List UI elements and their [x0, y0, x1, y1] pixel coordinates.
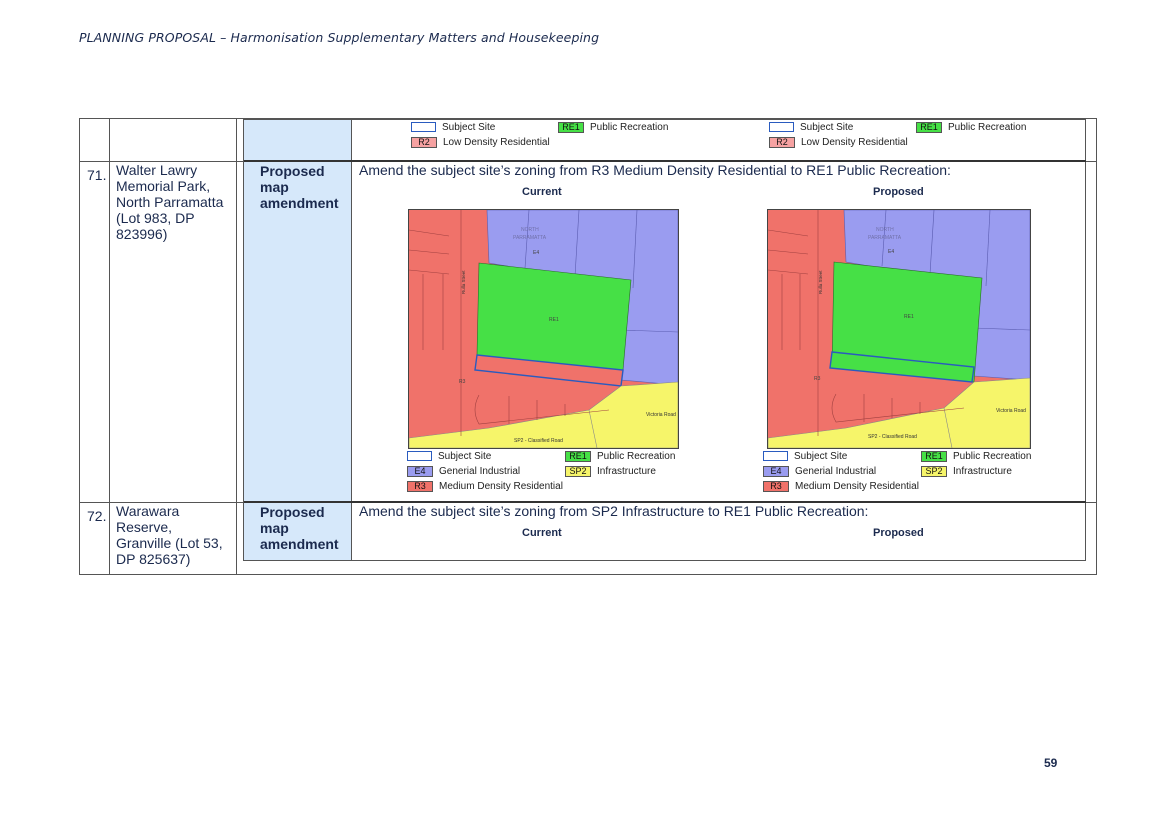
legend-text: Generial Industrial — [439, 466, 521, 478]
re1-swatch: RE1 — [558, 122, 584, 133]
proposed-map-title: Proposed — [873, 186, 924, 198]
sp2-swatch: SP2 — [565, 466, 591, 477]
amendments-table: Subject Site RE1 Public Recreation R2 Low … — [79, 118, 1097, 575]
proposed-zoning-map: NORTH PARRAMATTA E4 RE1 R3 Rulla Street … — [767, 209, 1031, 449]
legend-text: Low Density Residential — [801, 137, 908, 149]
label-line: amendment — [260, 195, 339, 211]
map-label-parramatta: PARRAMATTA — [868, 235, 902, 241]
legend-text: Medium Density Residential — [439, 481, 563, 493]
legend-text: Generial Industrial — [795, 466, 877, 478]
sp2-swatch: SP2 — [921, 466, 947, 477]
re1-swatch: RE1 — [916, 122, 942, 133]
legend-text: Medium Density Residential — [795, 481, 919, 493]
e4-swatch: E4 — [407, 466, 433, 477]
site-description: Walter Lawry Memorial Park, North Parram… — [116, 162, 231, 242]
subject-site-swatch — [769, 122, 794, 133]
map-label-victoria-road: Victoria Road — [996, 408, 1026, 414]
label-column-bg — [244, 119, 352, 560]
label-line: map — [260, 179, 289, 195]
legend-text: Public Recreation — [953, 451, 1032, 463]
legend-text: Infrastructure — [597, 466, 656, 478]
map-label-e4: E4 — [533, 250, 539, 256]
label-line: map — [260, 520, 289, 536]
map-label-north: NORTH — [876, 227, 894, 233]
site-line: DP 825637) — [116, 551, 191, 567]
map-label-r3: R3 — [814, 376, 821, 382]
re1-swatch: RE1 — [921, 451, 947, 462]
row-number: 71. — [87, 167, 107, 183]
subject-site-swatch — [411, 122, 436, 133]
site-line: Walter Lawry — [116, 162, 198, 178]
site-line: (Lot 983, DP — [116, 210, 195, 226]
current-zoning-map: NORTH PARRAMATTA E4 RE1 R3 Rulla Street … — [408, 209, 679, 449]
label-line: Proposed — [260, 504, 325, 520]
legend-text: Public Recreation — [590, 122, 669, 134]
site-line: Warawara — [116, 503, 180, 519]
inner-row-divider — [244, 160, 1086, 162]
r2-swatch: R2 — [769, 137, 795, 148]
top-legend-current: Subject Site RE1 Public Recreation R2 Low … — [411, 122, 711, 156]
label-line: amendment — [260, 536, 339, 552]
subject-site-swatch — [763, 451, 788, 462]
map-label-north: NORTH — [521, 227, 539, 233]
legend-text: Public Recreation — [597, 451, 676, 463]
re1-swatch: RE1 — [565, 451, 591, 462]
legend-text: Subject Site — [438, 451, 492, 462]
amendment-label: Proposed map amendment — [260, 504, 350, 552]
site-line: North Parramatta — [116, 194, 224, 210]
current-map-legend: Subject Site RE1 Public Recreation E4 Gene… — [407, 451, 697, 495]
legend-text: Infrastructure — [953, 466, 1012, 478]
map-label-sp2: SP2 - Classified Road — [868, 434, 917, 440]
site-description: Warawara Reserve, Granville (Lot 53, DP … — [116, 503, 231, 567]
top-legend-proposed: Subject Site RE1 Public Recreation R2 Low … — [769, 122, 1069, 156]
legend-text: Subject Site — [800, 122, 854, 133]
col-divider — [109, 119, 110, 574]
inner-row-divider — [244, 501, 1086, 503]
map-label-street: Rulla Street — [818, 270, 823, 294]
page-header: PLANNING PROPOSAL – Harmonisation Supple… — [79, 30, 600, 45]
proposed-map-legend: Subject Site RE1 Public Recreation E4 Gene… — [763, 451, 1063, 495]
proposed-map-title: Proposed — [873, 527, 924, 539]
legend-text: Low Density Residential — [443, 137, 550, 149]
amendment-description: Amend the subject site’s zoning from R3 … — [359, 162, 951, 178]
r3-swatch: R3 — [763, 481, 789, 492]
r3-swatch: R3 — [407, 481, 433, 492]
label-line: Proposed — [260, 163, 325, 179]
map-label-street: Rulla Street — [461, 270, 466, 294]
r2-swatch: R2 — [411, 137, 437, 148]
map-label-victoria-road: Victoria Road — [646, 412, 676, 418]
inner-table — [243, 119, 1086, 561]
map-label-parramatta: PARRAMATTA — [513, 235, 547, 241]
site-line: Memorial Park, — [116, 178, 211, 194]
inner-col-divider — [351, 119, 352, 560]
current-map-title: Current — [522, 186, 562, 198]
map-label-re1: RE1 — [549, 317, 559, 323]
map-label-re1: RE1 — [904, 314, 914, 320]
site-line: Granville (Lot 53, — [116, 535, 223, 551]
amendment-label: Proposed map amendment — [260, 163, 350, 211]
site-line: 823996) — [116, 226, 168, 242]
site-line: Reserve, — [116, 519, 173, 535]
legend-text: Subject Site — [442, 122, 496, 133]
legend-text: Public Recreation — [948, 122, 1027, 134]
e4-swatch: E4 — [763, 466, 789, 477]
map-label-r3: R3 — [459, 379, 466, 385]
map-label-sp2: SP2 - Classified Road — [514, 438, 563, 444]
subject-site-swatch — [407, 451, 432, 462]
current-map-title: Current — [522, 527, 562, 539]
legend-text: Subject Site — [794, 451, 848, 462]
row-number: 72. — [87, 508, 107, 524]
page-number: 59 — [1044, 756, 1058, 770]
amendment-description: Amend the subject site’s zoning from SP2… — [359, 503, 869, 519]
map-label-e4: E4 — [888, 249, 894, 255]
col-divider — [236, 119, 237, 574]
